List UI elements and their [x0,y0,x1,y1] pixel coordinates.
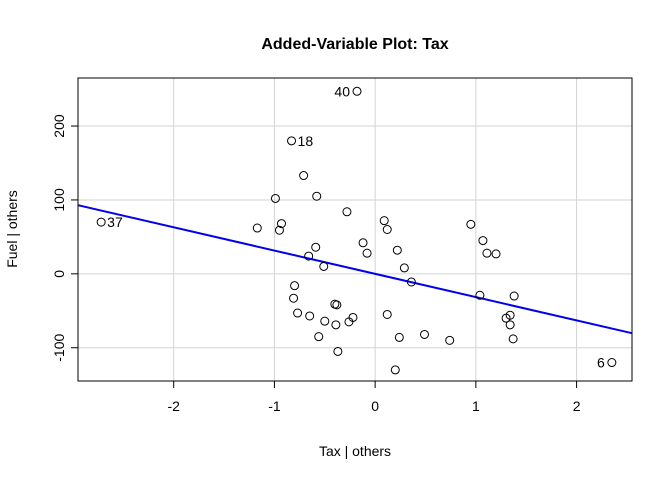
data-point [390,365,400,375]
data-point [287,136,297,146]
grid [78,78,632,381]
y-tick-label: -100 [51,334,67,362]
data-point [293,308,303,318]
data-point [331,320,341,330]
data-point [274,225,284,235]
chart-title: Added-Variable Plot: Tax [261,36,448,53]
y-tick-label: 200 [51,114,67,138]
point-label: 6 [597,355,605,371]
data-point [290,281,300,291]
data-point [394,332,404,342]
data-point [311,242,321,252]
x-tick-label: 2 [573,398,581,414]
y-axis-label: Fuel | others [4,190,20,268]
x-tick-label: -1 [268,398,281,414]
data-point [392,245,402,255]
data-point [96,217,106,227]
point-label: 40 [334,83,350,99]
point-label: 18 [298,133,314,149]
data-point [305,311,315,321]
x-axis-label: Tax | others [319,443,391,459]
data-point [304,251,314,261]
data-point [379,216,389,226]
data-point [352,86,362,96]
data-point [332,300,342,310]
data-point [320,316,330,326]
data-point [289,293,299,303]
data-point [482,248,492,258]
data-point [399,263,409,273]
x-tick-label: 0 [371,398,379,414]
data-point [270,193,280,203]
data-point [491,249,501,259]
data-point [509,291,519,301]
plot-box [77,77,633,382]
data-point [505,320,515,330]
data-point [382,225,392,234]
data-point [607,358,617,368]
x-tick-label: 1 [472,398,480,414]
regression-line-group [77,204,633,335]
data-point [312,191,322,201]
y-tick-label: 0 [51,270,67,278]
data-point [319,261,329,271]
data-point [406,277,416,287]
data-point [344,317,354,327]
data-point [299,171,309,181]
regression-line [77,204,633,335]
data-point [333,346,343,356]
data-point [445,335,455,345]
point-label: 37 [107,214,123,230]
data-point [252,223,262,233]
data-point [475,290,485,300]
data-point [358,238,368,248]
points-group: 37 40 18 6 [96,83,617,375]
data-point [478,236,488,246]
data-point [420,329,430,339]
data-point [505,310,515,320]
y-tick-label: 100 [51,188,67,212]
data-point [466,219,476,229]
data-point [314,332,324,342]
data-point [362,248,372,258]
data-point [508,334,518,344]
data-point [342,207,352,217]
ticks-group: -2 -1 0 1 2 -100 0 100 200 [51,114,581,414]
data-point [382,309,392,319]
x-tick-label: -2 [167,398,180,414]
data-point [276,219,286,229]
